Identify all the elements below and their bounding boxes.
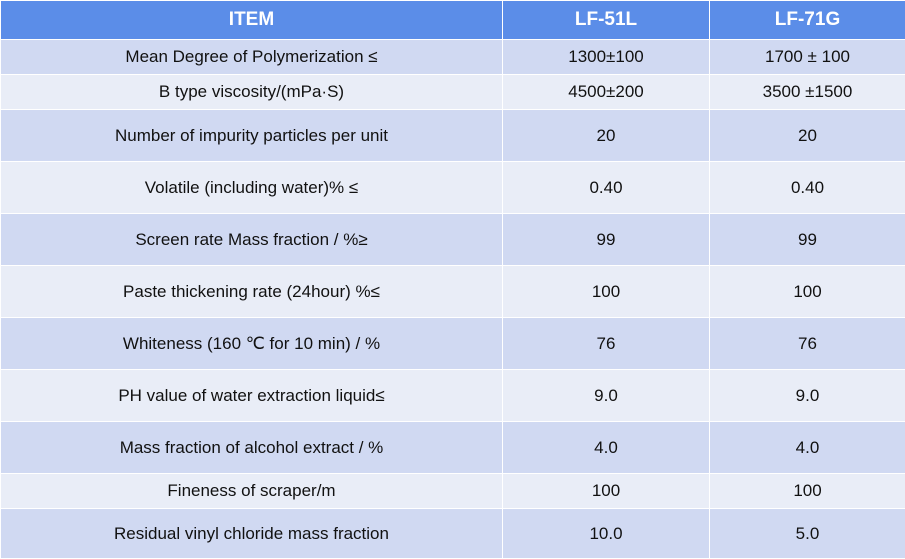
table-row: Paste thickening rate (24hour) %≤ 100 10…: [1, 266, 905, 318]
table-row: B type viscosity/(mPa·S) 4500±200 3500 ±…: [1, 75, 905, 110]
header-lf-71g: LF-71G: [710, 1, 905, 40]
lf-71g-cell: 5.0: [710, 509, 905, 559]
item-cell: Fineness of scraper/m: [1, 474, 503, 509]
table-row: Volatile (including water)% ≤ 0.40 0.40: [1, 162, 905, 214]
lf-51l-cell: 0.40: [503, 162, 710, 214]
lf-51l-cell: 10.0: [503, 509, 710, 559]
table-header-row: ITEM LF-51L LF-71G: [1, 1, 905, 40]
table-row: Number of impurity particles per unit 20…: [1, 110, 905, 162]
item-cell: Residual vinyl chloride mass fraction: [1, 509, 503, 559]
lf-51l-cell: 20: [503, 110, 710, 162]
header-item: ITEM: [1, 1, 503, 40]
lf-71g-cell: 4.0: [710, 422, 905, 474]
lf-71g-cell: 1700 ± 100: [710, 40, 905, 75]
lf-71g-cell: 100: [710, 474, 905, 509]
lf-51l-cell: 76: [503, 318, 710, 370]
item-cell: Mass fraction of alcohol extract / %: [1, 422, 503, 474]
item-cell: Volatile (including water)% ≤: [1, 162, 503, 214]
lf-51l-cell: 99: [503, 214, 710, 266]
lf-71g-cell: 99: [710, 214, 905, 266]
lf-71g-cell: 0.40: [710, 162, 905, 214]
lf-71g-cell: 3500 ±1500: [710, 75, 905, 110]
item-cell: Screen rate Mass fraction / %≥: [1, 214, 503, 266]
item-cell: Number of impurity particles per unit: [1, 110, 503, 162]
lf-71g-cell: 76: [710, 318, 905, 370]
lf-51l-cell: 4500±200: [503, 75, 710, 110]
table-row: PH value of water extraction liquid≤ 9.0…: [1, 370, 905, 422]
item-cell: Mean Degree of Polymerization ≤: [1, 40, 503, 75]
table-row: Residual vinyl chloride mass fraction 10…: [1, 509, 905, 559]
item-cell: Paste thickening rate (24hour) %≤: [1, 266, 503, 318]
lf-71g-cell: 9.0: [710, 370, 905, 422]
item-cell: B type viscosity/(mPa·S): [1, 75, 503, 110]
lf-51l-cell: 100: [503, 266, 710, 318]
lf-51l-cell: 100: [503, 474, 710, 509]
table-row: Mass fraction of alcohol extract / % 4.0…: [1, 422, 905, 474]
item-cell: PH value of water extraction liquid≤: [1, 370, 503, 422]
header-lf-51l: LF-51L: [503, 1, 710, 40]
lf-71g-cell: 20: [710, 110, 905, 162]
table-row: Whiteness (160 ℃ for 10 min) / % 76 76: [1, 318, 905, 370]
table-row: Screen rate Mass fraction / %≥ 99 99: [1, 214, 905, 266]
lf-51l-cell: 1300±100: [503, 40, 710, 75]
lf-71g-cell: 100: [710, 266, 905, 318]
item-cell: Whiteness (160 ℃ for 10 min) / %: [1, 318, 503, 370]
lf-51l-cell: 4.0: [503, 422, 710, 474]
table-row: Mean Degree of Polymerization ≤ 1300±100…: [1, 40, 905, 75]
table-row: Fineness of scraper/m 100 100: [1, 474, 905, 509]
lf-51l-cell: 9.0: [503, 370, 710, 422]
